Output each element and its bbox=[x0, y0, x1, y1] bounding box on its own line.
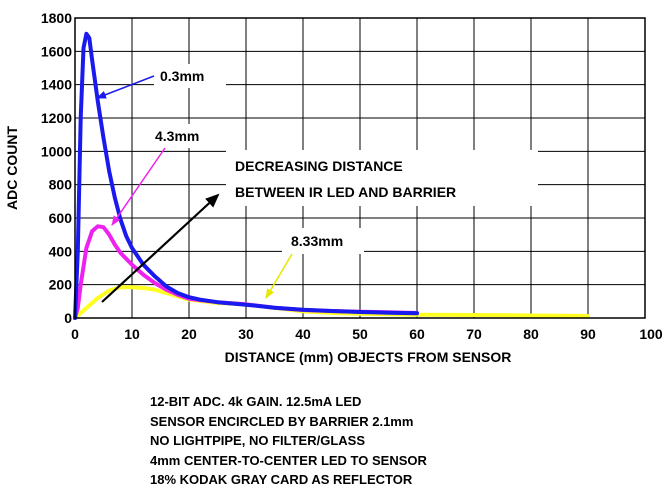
x-tick-label: 0 bbox=[71, 326, 79, 342]
y-tick-label: 1200 bbox=[41, 110, 72, 126]
series-line-0.3mm bbox=[73, 31, 419, 320]
arrow-4.3mm bbox=[111, 147, 166, 226]
x-axis-label: DISTANCE (mm) OBJECTS FROM SENSOR bbox=[225, 349, 512, 365]
y-tick-label: 1000 bbox=[41, 143, 72, 159]
label-4.3mm-box bbox=[150, 124, 212, 148]
y-tick-label: 200 bbox=[49, 277, 73, 293]
y-axis-label: ADC COUNT bbox=[4, 126, 20, 210]
label-8.33mm-box bbox=[282, 228, 364, 254]
label-4.3mm: 4.3mm bbox=[155, 128, 199, 144]
arrow-0.3mm bbox=[96, 75, 155, 99]
x-tick-label: 10 bbox=[124, 326, 140, 342]
y-tick-label: 1600 bbox=[41, 43, 72, 59]
label-0.3mm: 0.3mm bbox=[160, 68, 204, 84]
plot-border bbox=[74, 17, 646, 319]
x-tick-label: 90 bbox=[580, 326, 596, 342]
y-tick-label: 1800 bbox=[41, 10, 72, 26]
label-0.3mm-box bbox=[154, 64, 226, 88]
axes bbox=[74, 17, 646, 319]
footnote-adc: 12-BIT ADC. 4k GAIN. 12.5mA LED bbox=[150, 394, 362, 409]
footnote-reflector: 18% KODAK GRAY CARD AS REFLECTOR bbox=[150, 472, 413, 487]
x-tick-label: 50 bbox=[352, 326, 368, 342]
label-8.33mm: 8.33mm bbox=[291, 233, 343, 249]
x-tick-label: 60 bbox=[409, 326, 425, 342]
arrow-8.33mm bbox=[265, 253, 293, 299]
x-tick-label: 30 bbox=[238, 326, 254, 342]
x-tick-label: 20 bbox=[181, 326, 197, 342]
footnote-lightpipe: NO LIGHTPIPE, NO FILTER/GLASS bbox=[150, 433, 365, 448]
y-tick-label: 800 bbox=[49, 177, 73, 193]
y-tick-label: 400 bbox=[49, 243, 73, 259]
decreasing-distance-arrow bbox=[101, 193, 220, 303]
x-tick-label: 40 bbox=[295, 326, 311, 342]
x-tick-label: 80 bbox=[523, 326, 539, 342]
footnote-barrier: SENSOR ENCIRCLED BY BARRIER 2.1mm bbox=[150, 413, 414, 429]
decreasing-distance-line2: BETWEEN IR LED AND BARRIER bbox=[235, 184, 456, 200]
tick-labels: 0 10 20 30 40 50 60 70 80 90 100020040060080010001… bbox=[41, 10, 663, 342]
decreasing-distance-box bbox=[226, 150, 538, 206]
footnote-led-sensor: 4mm CENTER-TO-CENTER LED TO SENSOR bbox=[150, 452, 427, 468]
chart: 0 10 20 30 40 50 60 70 80 90 100020040060080010001… bbox=[4, 10, 663, 365]
footnotes: 12-BIT ADC. 4k GAIN. 12.5mA LED SENSOR E… bbox=[150, 392, 650, 490]
x-tick-label: 100 bbox=[639, 326, 663, 342]
y-tick-label: 1400 bbox=[41, 77, 72, 93]
x-tick-label: 70 bbox=[466, 326, 482, 342]
decreasing-distance-line1: DECREASING DISTANCE bbox=[235, 158, 403, 174]
series-layer bbox=[73, 31, 590, 320]
y-tick-label: 600 bbox=[49, 210, 73, 226]
y-tick-label: 0 bbox=[64, 310, 72, 326]
